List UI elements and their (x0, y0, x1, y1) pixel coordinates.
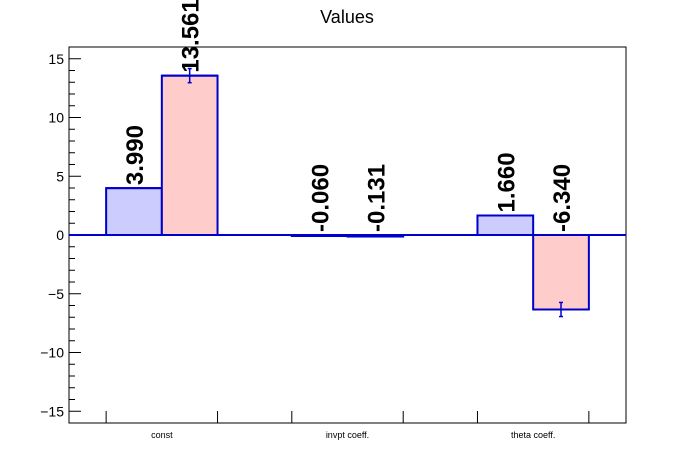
chart-title: Values (320, 7, 374, 27)
bar (160, 74, 219, 236)
bar (105, 187, 163, 236)
y-tick-label: 10 (48, 110, 64, 126)
data-label: -6.340 (549, 164, 576, 232)
y-tick-label: 0 (56, 227, 64, 243)
y-tick-label: −15 (40, 403, 64, 419)
y-axis: −15 −10 −5 0 5 10 15 (40, 51, 81, 419)
bar (532, 234, 590, 311)
x-category-label: theta coeff. (511, 430, 555, 440)
data-label: 3.990 (122, 125, 149, 185)
y-tick-label: 5 (56, 168, 64, 184)
data-label: 13.561 (178, 0, 205, 73)
y-tick-label: 15 (48, 51, 64, 67)
x-category-label: const (151, 430, 173, 440)
value-labels: 3.990 -0.060 1.660 13.561 -0.131 -6.340 (122, 0, 576, 232)
data-label: -0.131 (363, 164, 390, 232)
data-label: -0.060 (308, 164, 335, 232)
y-tick-label: −5 (48, 286, 64, 302)
y-tick-label: −10 (40, 345, 64, 361)
x-axis: const invpt coeff. theta coeff. (105, 411, 590, 440)
x-category-label: invpt coeff. (326, 430, 369, 440)
bar (476, 214, 535, 236)
bars (69, 67, 626, 318)
data-label: 1.660 (493, 152, 520, 212)
